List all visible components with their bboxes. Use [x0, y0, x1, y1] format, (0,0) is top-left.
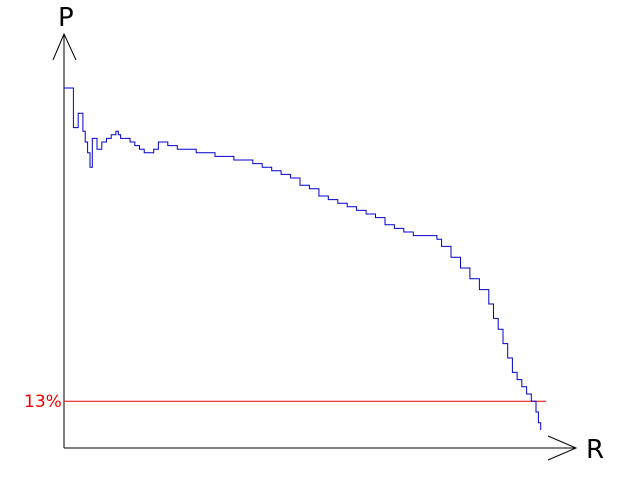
y-axis-arrowhead [52, 32, 77, 61]
precision-recall-curve-0 [64, 87, 542, 430]
y-axis-label: P [58, 3, 74, 33]
x-axis-arrowhead [547, 435, 578, 461]
series-layer [64, 87, 542, 430]
threshold-label: 13% [24, 392, 62, 412]
x-axis-label: R [586, 435, 604, 465]
